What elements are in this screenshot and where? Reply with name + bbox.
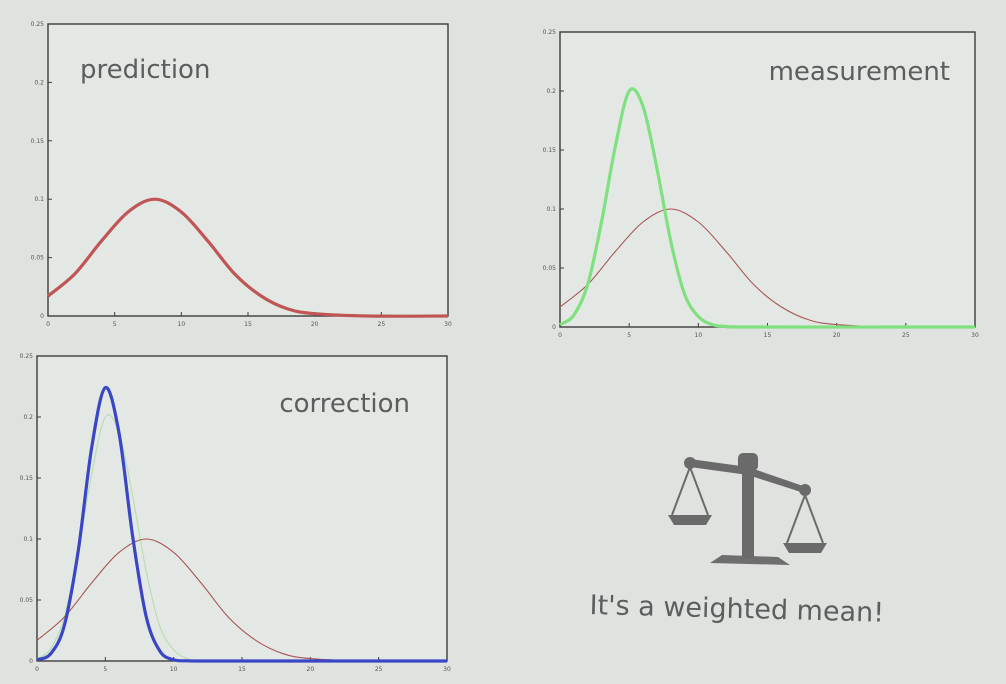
x-tick-label: 20 — [307, 666, 315, 673]
y-tick-label: 0.1 — [34, 196, 44, 203]
series-line-thin_red — [559, 208, 976, 328]
series-line-prediction — [46, 197, 449, 318]
correction-chart: 0 5 10 15 20 25 30 0 0.05 0.1 0.15 0.2 0.25 correctio… — [20, 353, 451, 673]
chart-title: measurement — [769, 57, 950, 87]
x-tick-label: 30 — [971, 332, 979, 339]
y-tick-label: 0 — [40, 313, 44, 320]
series-line-correction — [36, 386, 447, 663]
x-tick-label: 30 — [443, 666, 451, 673]
y-tick-label: 0.25 — [31, 21, 45, 28]
y-tick-label: 0.05 — [31, 255, 45, 262]
measurement-chart: 0 5 10 15 20 25 30 0 0.05 0.1 0.15 0.2 0.25 measureme… — [543, 29, 979, 339]
x-tick-label: 25 — [375, 666, 383, 673]
plot-frame — [559, 31, 976, 328]
y-tick-label: 0.25 — [20, 353, 34, 360]
x-tick-label: 20 — [311, 321, 319, 328]
y-tick-label: 0.2 — [34, 79, 44, 86]
y-tick-label: 0.1 — [546, 206, 556, 213]
y-tick-label: 0.15 — [20, 475, 34, 482]
prediction-chart: 0 5 10 15 20 25 30 0 0.05 0.1 0.15 0.2 0.25 predictio… — [31, 21, 452, 328]
y-tick-label: 0.05 — [20, 597, 34, 604]
y-tick-label: 0.15 — [31, 138, 45, 145]
x-tick-label: 20 — [833, 332, 841, 339]
x-tick-label: 25 — [902, 332, 910, 339]
y-tick-label: 0 — [29, 658, 33, 665]
y-tick-label: 0.05 — [543, 265, 557, 272]
series-line-measurement — [559, 87, 976, 329]
x-tick-label: 30 — [444, 321, 452, 328]
y-tick-label: 0.15 — [543, 147, 557, 154]
x-tick-label: 0 — [46, 321, 50, 328]
plot-frame — [36, 355, 448, 662]
x-tick-label: 5 — [627, 332, 631, 339]
balance-scale-icon — [668, 453, 827, 565]
x-tick-label: 15 — [764, 332, 772, 339]
x-tick-label: 25 — [378, 321, 386, 328]
chart-title: prediction — [80, 55, 210, 85]
x-tick-label: 5 — [103, 666, 107, 673]
series-line-thin_red — [36, 538, 448, 662]
caption: It's a weighted mean! — [589, 590, 885, 629]
x-tick-label: 15 — [238, 666, 246, 673]
x-tick-label: 10 — [170, 666, 178, 673]
plot-frame — [47, 23, 449, 317]
x-tick-label: 15 — [244, 321, 252, 328]
x-tick-label: 10 — [178, 321, 186, 328]
chart-title: correction — [279, 389, 410, 419]
x-tick-label: 0 — [35, 666, 39, 673]
x-tick-label: 5 — [113, 321, 117, 328]
y-tick-label: 0.2 — [23, 414, 33, 421]
x-tick-label: 0 — [558, 332, 562, 339]
x-tick-label: 10 — [695, 332, 703, 339]
y-tick-label: 0.25 — [543, 29, 557, 36]
y-tick-label: 0.1 — [23, 536, 33, 543]
y-tick-label: 0 — [552, 324, 556, 331]
y-tick-label: 0.2 — [546, 88, 556, 95]
